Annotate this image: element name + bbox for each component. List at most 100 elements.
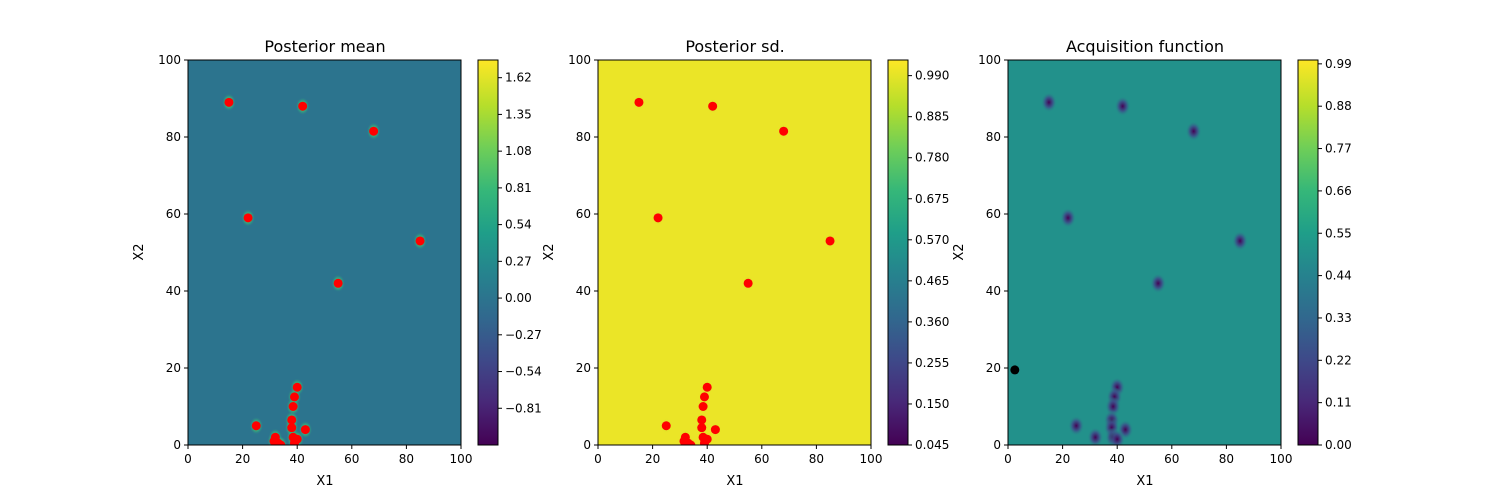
acquisition-plot-area <box>1010 92 1249 445</box>
posterior-mean-colorbar-tick-label: 0.00 <box>505 291 532 305</box>
posterior-sd-axes-frame <box>597 59 872 446</box>
posterior-sd-heatmap-background <box>598 60 871 445</box>
posterior-mean-colorbar-tick-label: 0.27 <box>505 254 532 268</box>
acquisition-next-point <box>1010 365 1020 375</box>
posterior-mean-observation-point <box>415 236 425 246</box>
posterior-sd-colorbar-tick-label: 0.990 <box>915 69 949 83</box>
posterior-mean-observation-point <box>287 415 297 425</box>
posterior-mean-observation-point <box>276 440 286 445</box>
posterior-mean-colorbar-tick-label: −0.27 <box>505 328 542 342</box>
posterior-sd-panel: Posterior sd. X1 X2 0 20 40 60 80 100 0 20 40 60 8… <box>542 37 949 489</box>
posterior-mean-xtick-label: 60 <box>344 452 359 466</box>
acquisition-xtick-label: 20 <box>1055 452 1070 466</box>
posterior-sd-colorbar-tick-label: 0.360 <box>915 315 949 329</box>
posterior-sd-observation-point <box>710 425 720 435</box>
acquisition-low-region <box>1040 92 1057 113</box>
posterior-mean-xlabel: X1 <box>316 474 333 489</box>
posterior-mean-observation-point <box>287 423 297 433</box>
posterior-mean-colorbar-tick-label: −0.81 <box>505 401 542 415</box>
posterior-mean-ylabel: X2 <box>132 243 147 260</box>
acquisition-xtick-label: 40 <box>1110 452 1125 466</box>
acquisition-low-region <box>1060 207 1077 228</box>
acquisition-low-region <box>1109 429 1126 445</box>
posterior-mean-xtick-label: 20 <box>235 452 250 466</box>
acquisition-xtick-label: 0 <box>1004 452 1012 466</box>
posterior-mean-colorbar-tick-label: 1.62 <box>505 71 532 85</box>
posterior-mean-ytick-label: 80 <box>166 130 181 144</box>
posterior-mean-xtick-label: 40 <box>290 452 305 466</box>
acquisition-low-region <box>1185 121 1202 142</box>
acquisition-colorbar-tick-label: 0.88 <box>1325 99 1352 113</box>
acquisition-axes-frame <box>1007 59 1282 446</box>
acquisition-colorbar-tick-label: 0.77 <box>1325 142 1352 156</box>
posterior-mean-observation-point <box>333 278 343 288</box>
posterior-sd-xtick-label: 80 <box>809 452 824 466</box>
acquisition-colorbar-tick-label: 0.11 <box>1325 396 1352 410</box>
posterior-mean-xtick-label: 0 <box>184 452 192 466</box>
posterior-mean-observation-point <box>251 421 261 431</box>
posterior-mean-colorbar-tick-label: 1.35 <box>505 107 532 121</box>
posterior-sd-observation-point <box>698 402 708 411</box>
acquisition-ytick-label: 100 <box>978 53 1001 67</box>
acquisition-xtick-label: 60 <box>1164 452 1179 466</box>
posterior-sd-colorbar-tick-label: 0.255 <box>915 356 949 370</box>
posterior-sd-ytick-label: 40 <box>576 284 591 298</box>
posterior-mean-ytick-label: 20 <box>166 361 181 375</box>
posterior-sd-xtick-label: 0 <box>594 452 602 466</box>
posterior-mean-ytick-label: 60 <box>166 207 181 221</box>
posterior-mean-colorbar-tick-label: −0.54 <box>505 365 542 379</box>
acquisition-low-region <box>1114 96 1131 117</box>
acquisition-low-region <box>1068 415 1085 436</box>
posterior-sd-ylabel: X2 <box>542 243 557 260</box>
posterior-sd-xtick-label: 60 <box>754 452 769 466</box>
acquisition-colorbar-tick-label: 0.00 <box>1325 438 1352 452</box>
posterior-mean-ytick-label: 40 <box>166 284 181 298</box>
posterior-sd-observation-point <box>634 97 644 107</box>
posterior-sd-ytick-label: 0 <box>583 438 591 452</box>
acquisition-ytick-label: 0 <box>993 438 1001 452</box>
posterior-sd-observation-point <box>699 438 709 445</box>
posterior-sd-observation-point <box>743 278 753 288</box>
posterior-mean-colorbar-tick-label: 0.81 <box>505 181 532 195</box>
posterior-sd-ytick-label: 80 <box>576 130 591 144</box>
posterior-sd-colorbar-tick-label: 0.885 <box>915 110 949 124</box>
posterior-mean-observation-point <box>298 101 308 111</box>
acquisition-ytick-label: 60 <box>986 207 1001 221</box>
posterior-sd-plot-area <box>632 94 837 445</box>
posterior-mean-colorbar-tick-label: 1.08 <box>505 144 532 158</box>
posterior-sd-colorbar-tick-label: 0.150 <box>915 397 949 411</box>
posterior-mean-ytick-label: 100 <box>158 53 181 67</box>
posterior-mean-xtick-label: 100 <box>450 452 473 466</box>
posterior-sd-colorbar-tick-label: 0.570 <box>915 233 949 247</box>
acquisition-title: Acquisition function <box>1066 37 1224 56</box>
acquisition-colorbar-tick-label: 0.22 <box>1325 353 1352 367</box>
posterior-mean-observation-point <box>289 392 299 402</box>
acquisition-colorbar-tick-label: 0.44 <box>1325 269 1352 283</box>
posterior-mean-title: Posterior mean <box>264 37 385 56</box>
posterior-sd-observation-point <box>686 440 696 445</box>
posterior-mean-observation-point <box>292 382 302 392</box>
posterior-mean-axes-frame <box>187 59 462 446</box>
acquisition-ytick-label: 40 <box>986 284 1001 298</box>
posterior-mean-plot-area <box>221 93 428 445</box>
posterior-sd-observation-point <box>825 236 835 246</box>
acquisition-heatmap-background <box>1008 60 1281 445</box>
acquisition-ytick-label: 80 <box>986 130 1001 144</box>
posterior-sd-colorbar-tick-label: 0.675 <box>915 192 949 206</box>
acquisition-colorbar-tick-label: 0.66 <box>1325 184 1352 198</box>
posterior-sd-observation-point <box>779 126 789 136</box>
acquisition-low-region <box>1232 230 1249 251</box>
posterior-mean-observation-point <box>243 213 253 223</box>
posterior-sd-observation-point <box>708 101 718 111</box>
acquisition-colorbar-tick-label: 0.33 <box>1325 311 1352 325</box>
acquisition-colorbar-tick-label: 0.99 <box>1325 57 1352 71</box>
posterior-mean-ytick-label: 0 <box>173 438 181 452</box>
posterior-sd-xtick-label: 40 <box>700 452 715 466</box>
posterior-sd-xlabel: X1 <box>726 474 743 489</box>
acquisition-panel: Acquisition function X1 X2 0 20 40 60 80 100 0… <box>952 37 1352 489</box>
acquisition-low-region <box>1150 273 1167 294</box>
posterior-mean-observation-point <box>288 402 298 411</box>
posterior-sd-ytick-label: 60 <box>576 207 591 221</box>
posterior-sd-title: Posterior sd. <box>685 37 784 56</box>
